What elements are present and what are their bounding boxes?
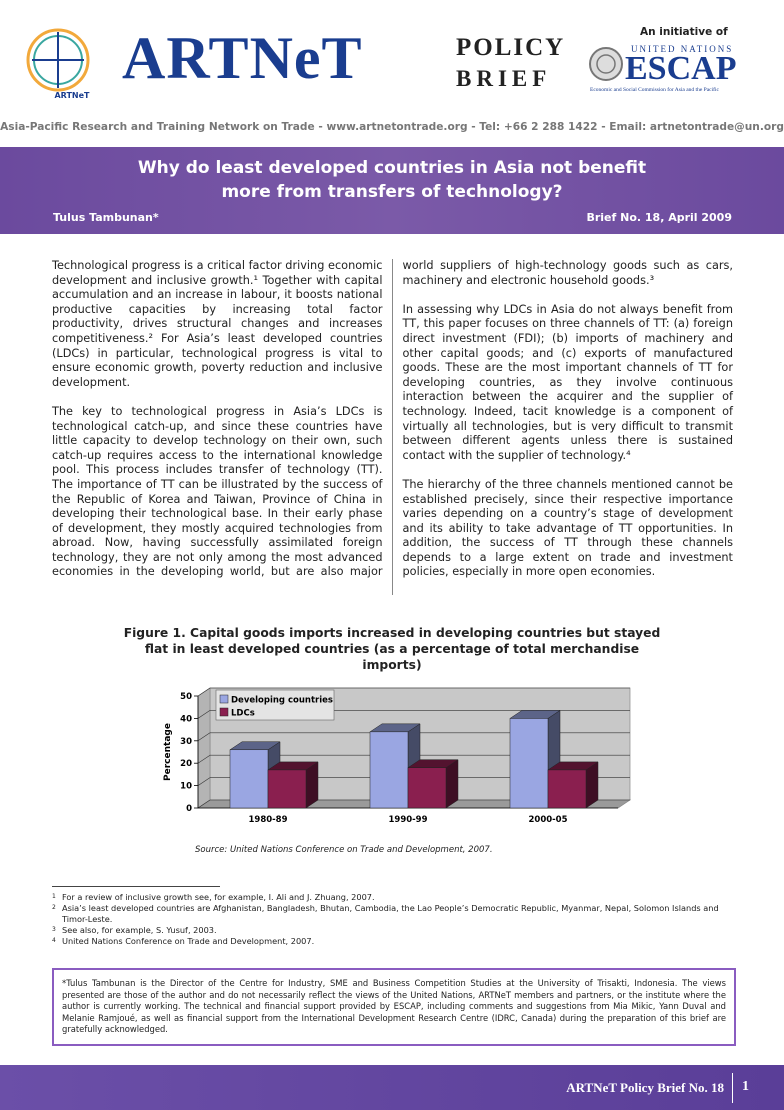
- paragraph: In assessing why LDCs in Asia do not alw…: [402, 302, 734, 462]
- escap-full-name: Economic and Social Commission for Asia …: [590, 87, 719, 93]
- footer-label: ARTNeT Policy Brief No. 18: [566, 1080, 724, 1095]
- footnote: 3 See also, for example, S. Yusuf, 2003.: [52, 925, 736, 936]
- policy-label: POLICY: [456, 34, 566, 61]
- legend-label: LDCs: [231, 709, 255, 719]
- un-emblem: [589, 47, 623, 81]
- footer-separator: [732, 1073, 733, 1103]
- banner: Why do least developed countries in Asia…: [0, 147, 784, 234]
- grid-line: [197, 754, 211, 764]
- author: Tulus Tambunan*: [53, 211, 159, 224]
- initiative-label: An initiative of: [640, 26, 728, 38]
- x-tick-label: 1980-89: [248, 815, 287, 825]
- emblem-circle: [596, 54, 616, 74]
- footnote: 2 Asia’s least developed countries are Af…: [52, 903, 736, 925]
- brief-label: BRIEF: [456, 66, 552, 91]
- x-tick-label: 1990-99: [388, 815, 427, 825]
- grid-line: [197, 799, 211, 809]
- footnote-text: For a review of inclusive growth see, fo…: [62, 892, 375, 902]
- legend-box: [215, 689, 335, 721]
- contact-line: Asia-Pacific Research and Training Netwo…: [0, 121, 784, 133]
- y-axis-label: Percentage: [163, 723, 173, 781]
- y-tick-label: 50: [180, 692, 192, 702]
- grid-line: [197, 777, 211, 786]
- legend-swatch: [219, 694, 229, 704]
- brand-title: ARTNeT: [122, 25, 363, 91]
- footnote-text: Asia’s least developed countries are Afg…: [62, 903, 719, 924]
- body-text: Technological progress is a critical fac…: [52, 259, 733, 595]
- footnote-text: See also, for example, S. Yusuf, 2003.: [62, 925, 217, 935]
- bar: [267, 769, 307, 809]
- brief-title: Why do least developed countries in Asia…: [137, 158, 647, 202]
- y-tick-label: 30: [180, 737, 192, 747]
- y-tick-label: 10: [180, 782, 192, 792]
- paragraph: Technological progress is a critical fac…: [52, 259, 383, 389]
- un-label: UNITED NATIONS: [631, 44, 734, 54]
- footnote-number: 3: [52, 926, 56, 933]
- bar: [369, 731, 409, 809]
- bar-side: [445, 759, 459, 809]
- bar: [407, 767, 447, 809]
- x-tick-label: 2000-05: [528, 815, 567, 825]
- bar: [547, 769, 587, 809]
- footnotes: 1 For a review of inclusive growth see, f…: [52, 892, 736, 947]
- grid-line: [197, 732, 211, 742]
- issue: Brief No. 18, April 2009: [586, 211, 732, 224]
- chart: 0 10 20 30 40 50 Percentage 1980-89 1990-99 2000-…: [163, 687, 632, 825]
- y-tick-label: 0: [186, 804, 192, 814]
- grid-line: [197, 687, 211, 697]
- side-wall: [197, 687, 211, 809]
- y-tick-label: 20: [180, 759, 192, 769]
- footnote-number: 4: [52, 937, 56, 944]
- legend-swatch: [219, 707, 229, 717]
- figure-source: Source: United Nations Conference on Tra…: [195, 845, 493, 855]
- y-tick-label: 40: [180, 714, 192, 724]
- figure-title: Figure 1. Capital goods imports increase…: [123, 626, 661, 672]
- footnote-rule: [52, 886, 220, 887]
- paragraph: The key to technological progress in Asi…: [52, 259, 733, 579]
- footnote-number: 2: [52, 904, 56, 911]
- bar: [229, 749, 269, 809]
- footnote-text: United Nations Conference on Trade and D…: [62, 936, 315, 946]
- footnote: 1 For a review of inclusive growth see, f…: [52, 892, 736, 903]
- logo-ring: [26, 28, 90, 92]
- emblem-circle: [589, 47, 623, 81]
- footnote-number: 1: [52, 893, 56, 900]
- grid-line: [197, 710, 211, 719]
- logo: ARTNeT: [26, 28, 90, 100]
- legend-label: Developing countries: [231, 696, 333, 706]
- footnote: 4 United Nations Conference on Trade and …: [52, 936, 736, 947]
- logo-label: ARTNeT: [54, 91, 90, 100]
- page-number: 1: [742, 1079, 749, 1094]
- bar: [509, 718, 549, 809]
- footer: ARTNeT Policy Brief No. 18 1: [0, 1065, 784, 1110]
- escap-label: ESCAP: [625, 50, 737, 87]
- author-note: *Tulus Tambunan is the Director of the C…: [52, 968, 736, 1046]
- paragraph: The hierarchy of the three channels ment…: [402, 477, 734, 579]
